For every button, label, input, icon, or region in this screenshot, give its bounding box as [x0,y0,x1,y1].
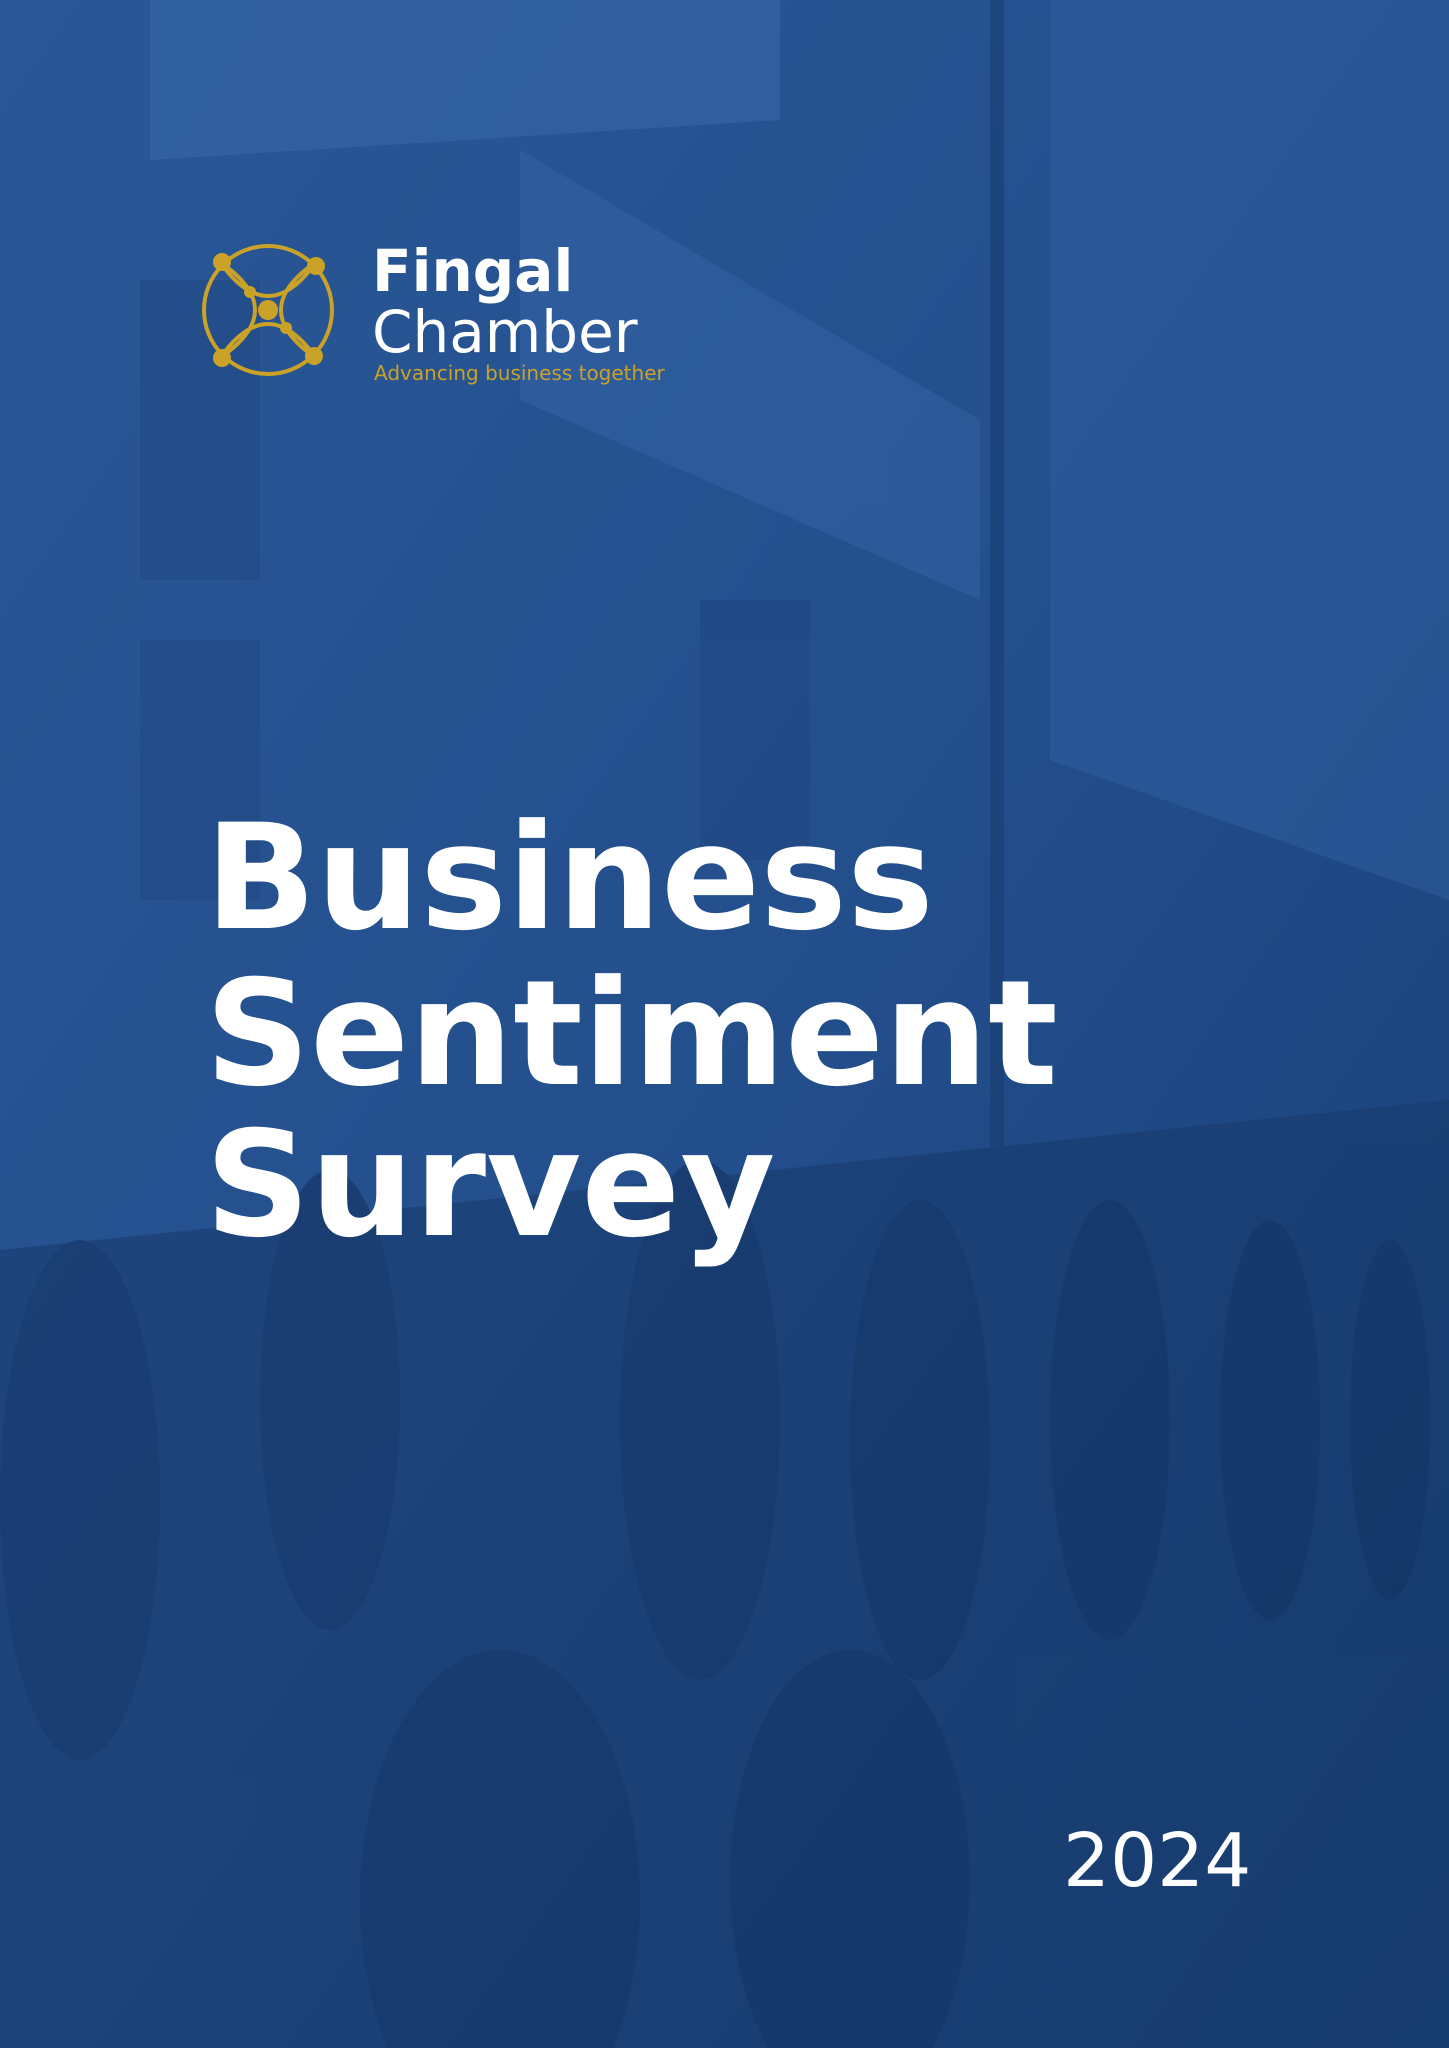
year: 2024 [1063,1818,1251,1904]
brand-name: Chamber [372,298,638,366]
title-line: Survey [205,1100,775,1270]
title-line: Sentiment [205,949,1058,1119]
tagline: Advancing business together [374,361,666,385]
logo [202,244,334,376]
brand-name: Fingal [372,237,573,305]
title-line: Business [205,793,934,963]
